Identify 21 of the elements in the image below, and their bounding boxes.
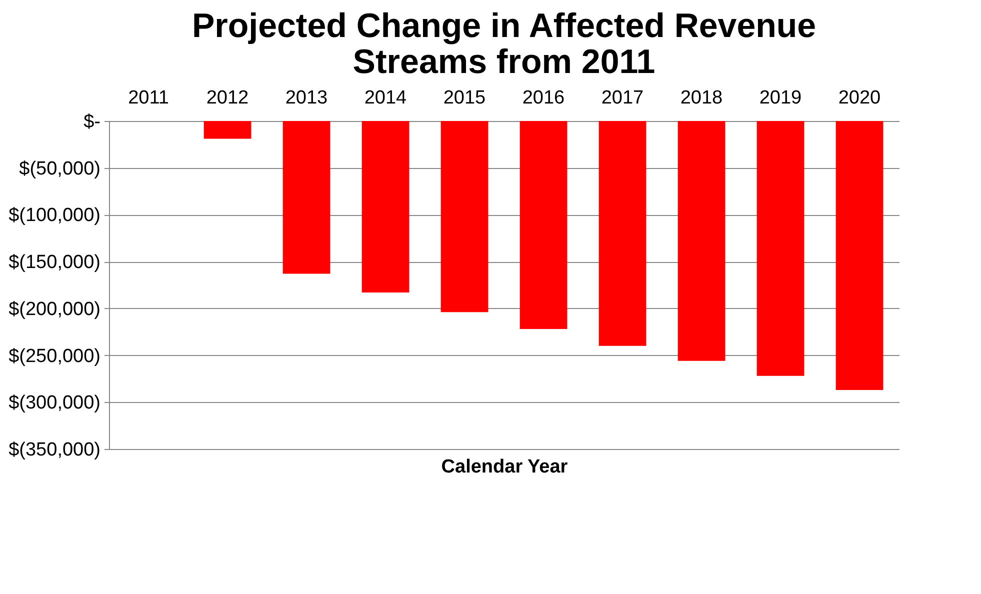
x-tick-label: 2015 [443, 88, 486, 108]
x-tick-label: 2019 [759, 88, 802, 108]
x-tick-label: 2012 [206, 88, 249, 108]
x-tick-label: 2013 [285, 88, 328, 108]
y-tick-label: $(300,000) [8, 392, 100, 414]
y-tick-label: $(350,000) [8, 440, 100, 460]
y-tick-label: $(50,000) [19, 158, 100, 180]
y-tick-label: $(100,000) [8, 205, 100, 226]
x-tick-label: 2014 [364, 88, 408, 108]
x-axis-title: Calendar Year [441, 456, 568, 478]
y-tick-label: $(200,000) [8, 298, 100, 320]
y-tick-label: $- [84, 112, 100, 132]
x-tick-label: 2020 [838, 88, 881, 108]
x-tick-label: 2017 [601, 88, 644, 108]
y-tick-label: $(150,000) [8, 252, 100, 274]
y-tick-label: $(250,000) [8, 346, 100, 367]
text: Projected Change in Affected Revenue [192, 7, 816, 45]
x-tick-label: 2016 [522, 88, 565, 108]
text: Streams from 2011 [352, 43, 656, 81]
x-tick-label: 2018 [680, 88, 723, 108]
x-tick-label: 2011 [128, 88, 169, 108]
